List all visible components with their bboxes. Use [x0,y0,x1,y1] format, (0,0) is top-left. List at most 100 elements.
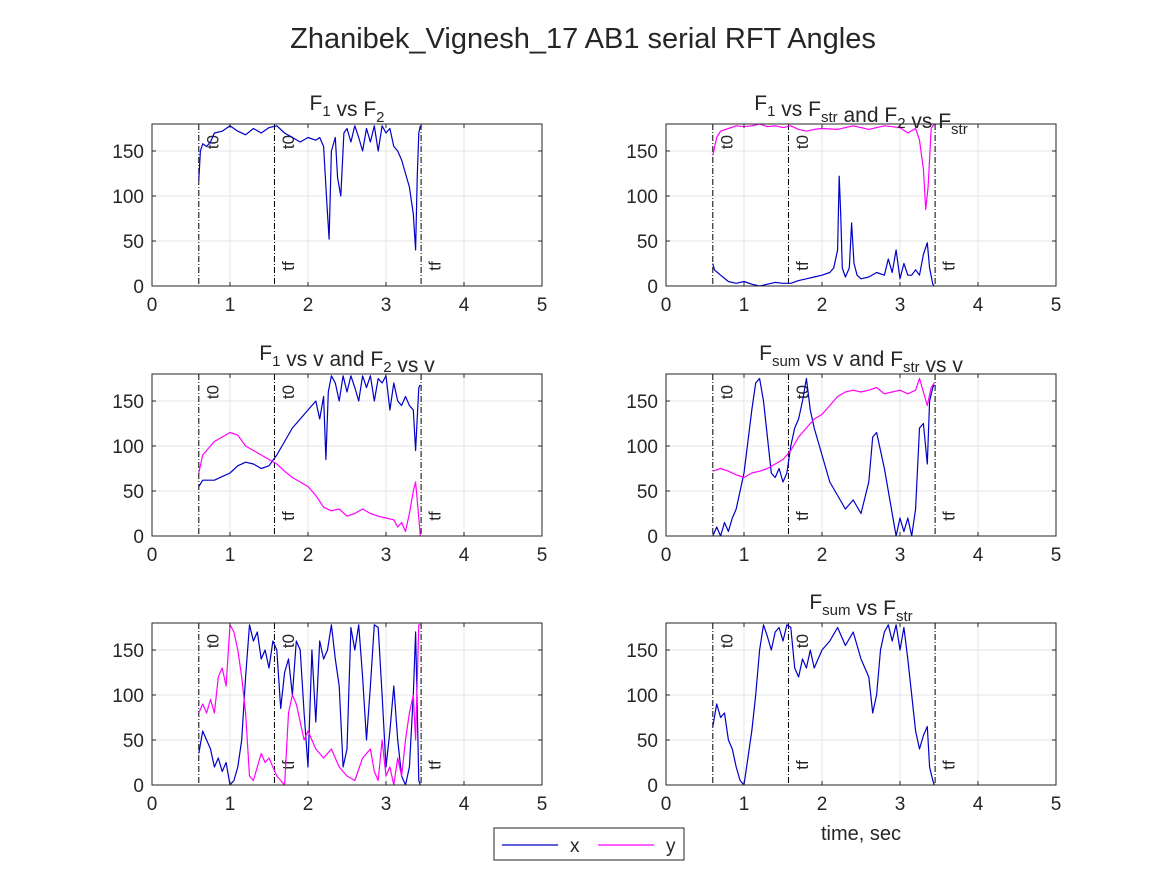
event-label-tf: tf [793,511,812,521]
x-tick-label: 3 [381,794,392,815]
x-tick-label: 1 [739,794,750,815]
event-label-tf: tf [426,760,445,770]
subplot-title: F1 vs Fstr and F2 vs Fstr [754,92,967,138]
y-tick-label: 150 [112,392,144,413]
event-label-t0: t0 [279,385,298,399]
x-tick-label: 2 [303,295,314,316]
axes-box [151,373,543,537]
y-tick-label: 50 [637,731,658,752]
y-tick-label: 100 [626,686,658,707]
y-tick-label: 0 [133,277,144,298]
x-tick-label: 1 [225,794,236,815]
y-tick-label: 50 [123,731,144,752]
series-line-x [198,375,421,487]
series-line-x [712,377,935,536]
series-line-x [712,175,935,286]
x-tick-label: 3 [381,545,392,566]
x-tick-label: 2 [303,794,314,815]
x-tick-label: 3 [895,794,906,815]
x-tick-label: 5 [1051,295,1062,316]
event-label-tf: tf [279,760,298,770]
event-label-tf: tf [793,261,812,271]
legend-box [493,827,685,861]
y-tick-label: 100 [112,187,144,208]
legend-label-y: y [666,836,676,857]
y-tick-label: 100 [112,437,144,458]
y-tick-label: 100 [626,187,658,208]
event-label-t0: t0 [793,135,812,149]
y-tick-label: 50 [123,232,144,253]
event-label-t0: t0 [203,385,222,399]
x-tick-label: 5 [1051,545,1062,566]
series-line-y [712,124,935,211]
x-tick-label: 4 [459,794,470,815]
event-label-tf: tf [793,760,812,770]
series-line-y [712,377,935,479]
subplot-title: F1 vs v and F2 vs v [259,342,435,377]
x-tick-label: 3 [895,545,906,566]
series-line-y [198,624,421,785]
axes-box [151,123,543,287]
x-tick-label: 5 [537,794,548,815]
series-line-x [198,624,421,785]
event-label-tf: tf [940,511,959,521]
axes-box [665,622,1057,786]
event-label-tf: tf [940,760,959,770]
x-tick-label: 0 [661,794,672,815]
event-label-tf: tf [940,261,959,271]
y-tick-label: 100 [626,437,658,458]
event-label-tf: tf [426,261,445,271]
x-tick-label: 0 [147,295,158,316]
series-line-x [198,125,421,251]
x-tick-label: 1 [739,295,750,316]
event-label-t0: t0 [279,634,298,648]
event-label-t0: t0 [793,634,812,648]
legend-label-x: x [570,836,580,857]
y-tick-label: 150 [626,142,658,163]
x-tick-label: 4 [973,295,984,316]
y-tick-label: 0 [133,776,144,797]
y-tick-label: 0 [647,277,658,298]
y-tick-label: 50 [637,482,658,503]
x-tick-label: 4 [459,295,470,316]
subplot-title: Fsum vs Fstr [809,591,912,625]
y-tick-label: 50 [637,232,658,253]
x-tick-label: 3 [381,295,392,316]
event-label-t0: t0 [203,634,222,648]
x-tick-label: 5 [537,295,548,316]
y-tick-label: 0 [647,776,658,797]
x-tick-label: 1 [739,545,750,566]
y-tick-label: 150 [112,641,144,662]
event-label-tf: tf [279,261,298,271]
subplot-title: Fsum vs v and Fstr vs v [759,342,963,377]
x-tick-label: 5 [1051,794,1062,815]
y-tick-label: 150 [626,392,658,413]
x-tick-label: 0 [661,545,672,566]
event-label-t0: t0 [279,135,298,149]
event-label-tf: tf [279,511,298,521]
x-tick-label: 1 [225,295,236,316]
y-tick-label: 100 [112,686,144,707]
x-tick-label: 3 [895,295,906,316]
y-tick-label: 0 [647,527,658,548]
x-tick-label: 1 [225,545,236,566]
x-tick-label: 0 [147,794,158,815]
y-tick-label: 150 [626,641,658,662]
event-label-t0: t0 [717,135,736,149]
x-tick-label: 4 [973,545,984,566]
y-tick-label: 0 [133,527,144,548]
axes-box [151,622,543,786]
y-tick-label: 150 [112,142,144,163]
subplot-title: F1 vs F2 [309,92,384,126]
event-label-t0: t0 [717,385,736,399]
series-line-x [712,624,935,785]
x-tick-label: 2 [303,545,314,566]
